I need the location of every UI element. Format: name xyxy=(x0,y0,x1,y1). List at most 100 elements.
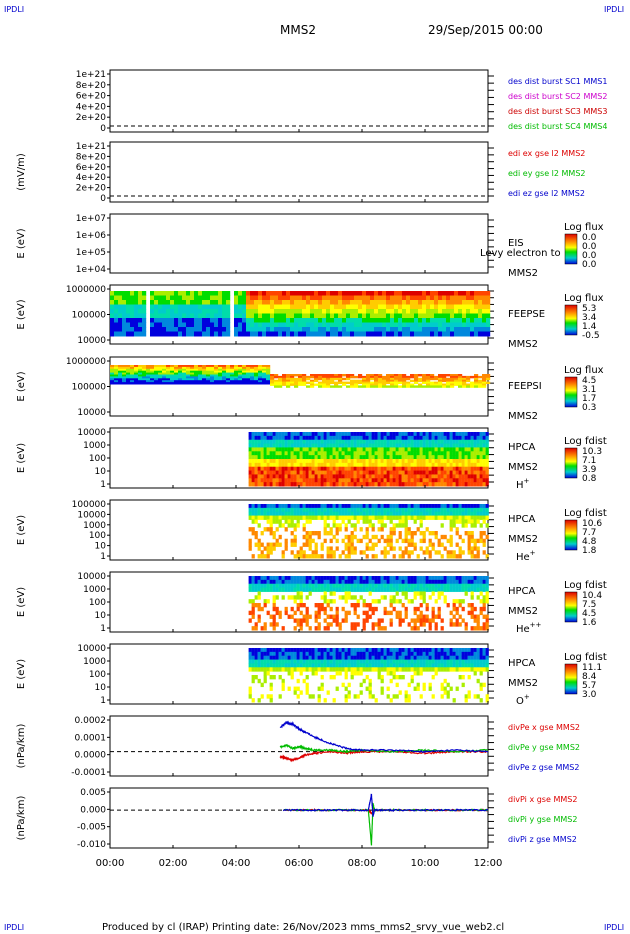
spectrogram-cell xyxy=(378,383,383,386)
spectrogram-cell xyxy=(166,309,171,314)
spectrogram-cell xyxy=(246,366,251,370)
spectrogram-cell xyxy=(443,648,447,653)
spectrogram-cell xyxy=(404,663,408,668)
spectrogram-cell xyxy=(269,478,273,483)
spectrogram-cell xyxy=(374,511,378,517)
spectrogram-cell xyxy=(258,370,263,374)
spectrogram-cell xyxy=(275,659,279,664)
spectrogram-cell xyxy=(354,331,359,337)
spectrogram-cell xyxy=(242,380,247,383)
spectrogram-cell xyxy=(425,648,429,653)
spectrogram-cell xyxy=(374,542,378,547)
spectrogram-cell xyxy=(476,511,480,517)
spectrogram-cell xyxy=(446,603,450,608)
spectrogram-cell xyxy=(214,370,219,374)
spectrogram-cell xyxy=(382,318,387,323)
spectrogram-cell xyxy=(206,313,211,319)
spectrogram-cell xyxy=(298,379,303,383)
spectrogram-cell xyxy=(317,655,321,661)
spectrogram-cell xyxy=(478,313,483,319)
spectrogram-cell xyxy=(404,595,408,600)
spectrogram-cell xyxy=(390,381,395,384)
spectrogram-cell xyxy=(470,538,474,544)
spectrogram-cell xyxy=(449,659,453,664)
spectrogram-cell xyxy=(426,331,431,337)
spectrogram-cell xyxy=(449,482,453,487)
spectrogram-cell xyxy=(464,459,468,464)
spectrogram-cell xyxy=(410,507,414,513)
spectrogram-cell xyxy=(308,511,312,517)
spectrogram-cell xyxy=(401,466,405,472)
spectrogram-cell xyxy=(354,313,359,319)
spectrogram-cell xyxy=(218,309,223,314)
page-datetime: 29/Sep/2015 00:00 xyxy=(428,23,543,37)
ytick-label: 100000 xyxy=(72,311,107,321)
spectrogram-cell xyxy=(130,370,135,374)
spectrogram-cell xyxy=(350,587,354,592)
spectrogram-cell xyxy=(306,313,311,319)
spectrogram-cell xyxy=(440,686,444,691)
spectrogram-cell xyxy=(383,626,387,631)
spectrogram-cell xyxy=(293,587,297,592)
spectrogram-cell xyxy=(401,459,405,464)
spectrogram-cell xyxy=(299,595,303,600)
spectrogram-cell xyxy=(395,435,399,441)
spectrogram-cell xyxy=(416,614,420,619)
spectrogram-cell xyxy=(254,474,258,479)
spectrogram-cell xyxy=(287,587,291,592)
colorbar xyxy=(564,447,578,479)
spectrogram-cell xyxy=(266,331,271,337)
spectrogram-cell xyxy=(270,304,275,310)
spectrogram-cell xyxy=(286,379,291,383)
species-charge: + xyxy=(524,477,530,485)
spectrogram-cell xyxy=(158,313,163,319)
spectrogram-cell xyxy=(114,300,119,305)
spectrogram-cell xyxy=(404,550,408,555)
spectrogram-cell xyxy=(311,447,315,452)
spectrogram-cell xyxy=(479,606,483,612)
spectrogram-cell xyxy=(443,659,447,664)
spectrogram-cell xyxy=(332,519,336,524)
spectrogram-cell xyxy=(186,309,191,314)
spectrogram-cell xyxy=(262,309,267,314)
spectrogram-cell xyxy=(326,451,330,456)
spectrogram-cell xyxy=(428,648,432,653)
spectrogram-cell xyxy=(390,331,395,337)
spectrogram-cell xyxy=(329,663,333,668)
spectrogram-cell xyxy=(407,651,411,657)
spectrogram-cell xyxy=(299,618,303,623)
spectrogram-cell xyxy=(344,542,348,547)
spectrogram-cell xyxy=(282,375,287,379)
spectrogram-cell xyxy=(419,587,423,592)
spectrogram-cell xyxy=(383,447,387,452)
spectrogram-cell xyxy=(250,366,255,370)
spectrogram-cell xyxy=(470,531,474,536)
spectrogram-cell xyxy=(284,482,288,487)
spectrogram-cell xyxy=(401,435,405,441)
spectrogram-cell xyxy=(422,686,426,691)
spectrogram-cell xyxy=(320,667,324,672)
spectrogram-cell xyxy=(210,368,215,372)
spectrogram-cell xyxy=(434,451,438,456)
spectrogram-cell xyxy=(476,462,480,468)
spectrogram-cell xyxy=(278,659,282,664)
spectrogram-cell xyxy=(332,648,336,653)
spectrogram-cell xyxy=(134,365,139,368)
spectrogram-cell xyxy=(342,327,347,332)
spectrogram-cell xyxy=(392,447,396,452)
spectrogram-cell xyxy=(158,331,163,337)
ytick-label: 10000 xyxy=(77,510,106,520)
spectrogram-cell xyxy=(293,515,297,520)
spectrogram-cell xyxy=(202,300,207,305)
spectrogram-cell xyxy=(461,455,465,460)
spectrogram-cell xyxy=(455,504,459,509)
spectrogram-cell xyxy=(269,432,273,437)
spectrogram-cell xyxy=(275,504,279,509)
spectrogram-cell xyxy=(386,648,390,653)
spectrogram-cell xyxy=(410,375,415,379)
spectrogram-cell xyxy=(286,322,291,328)
spectrogram-cell xyxy=(248,511,252,517)
spectrogram-cell xyxy=(178,309,183,314)
spectrogram-cell xyxy=(330,385,335,388)
spectrogram-cell xyxy=(473,504,477,509)
